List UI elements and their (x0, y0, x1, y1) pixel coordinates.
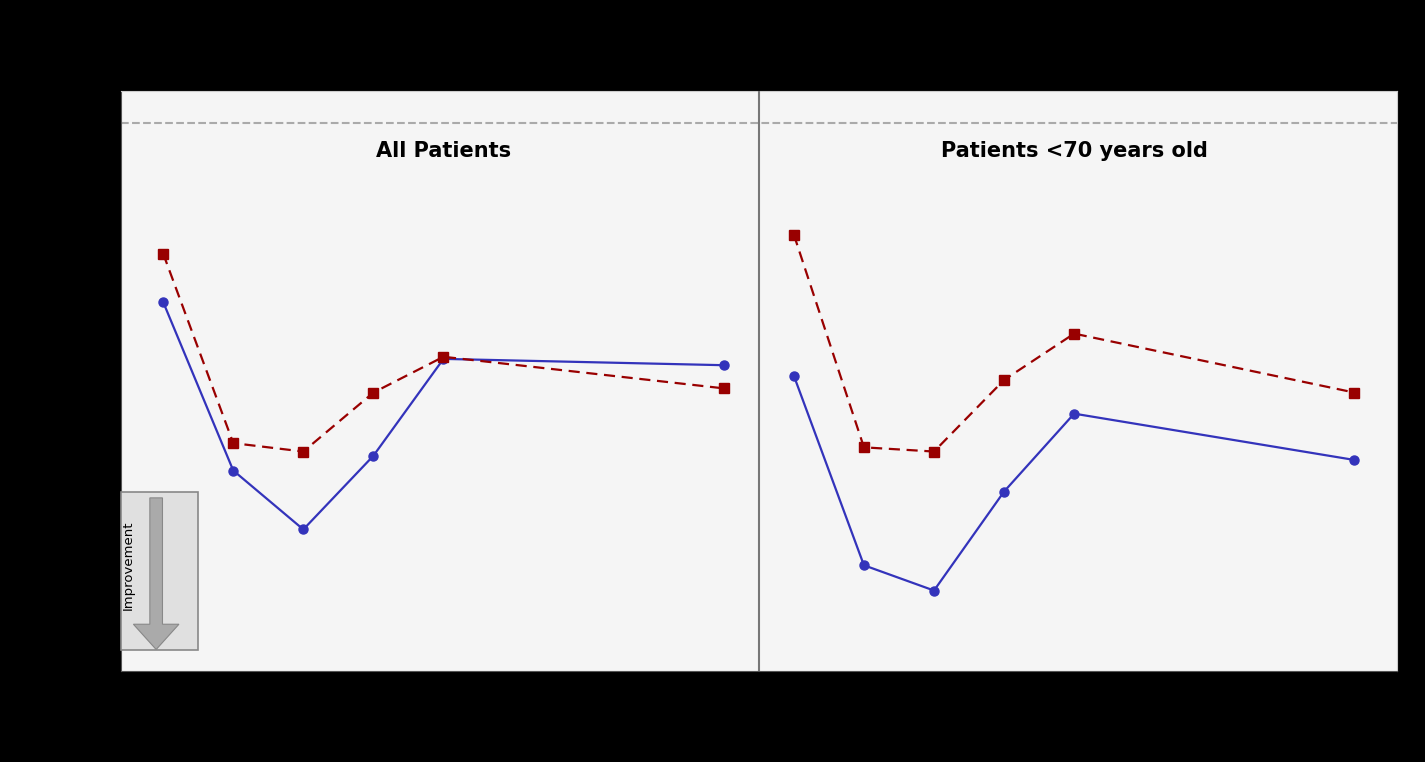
X-axis label: Hours post administration: Hours post administration (614, 703, 903, 722)
Bar (121, 491, 198, 649)
Text: All Patients: All Patients (376, 141, 512, 161)
Legend: NE3107 + Levodopa, Levodopa alone: NE3107 + Levodopa, Levodopa alone (520, 755, 998, 762)
FancyArrow shape (134, 498, 180, 649)
Text: Patients <70 years old: Patients <70 years old (940, 141, 1207, 161)
Y-axis label: UPDRS Part 3 Score – Day 28 change from Day 0: UPDRS Part 3 Score – Day 28 change from … (61, 162, 80, 600)
Text: Improvement: Improvement (121, 520, 134, 610)
